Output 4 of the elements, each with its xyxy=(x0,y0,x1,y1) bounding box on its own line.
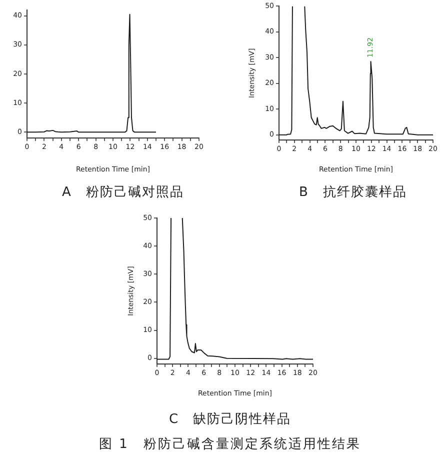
text: A 粉防己碱对照品 xyxy=(61,184,185,201)
text: B 抗纤胶囊样品 xyxy=(298,184,408,201)
caption: 图 1 粉防己碱含量测定系统适用性结果 xyxy=(98,436,362,453)
text: C 缺防己阴性样品 xyxy=(168,411,292,428)
